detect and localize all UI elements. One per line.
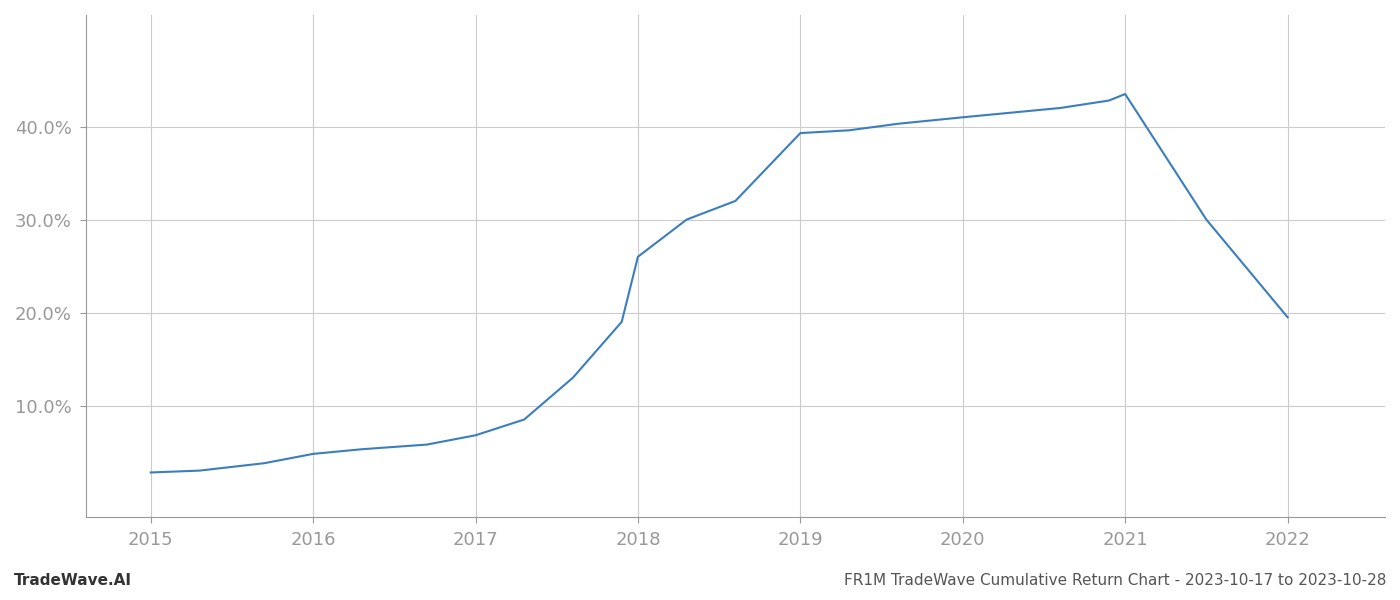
Text: FR1M TradeWave Cumulative Return Chart - 2023-10-17 to 2023-10-28: FR1M TradeWave Cumulative Return Chart -… — [844, 573, 1386, 588]
Text: TradeWave.AI: TradeWave.AI — [14, 573, 132, 588]
